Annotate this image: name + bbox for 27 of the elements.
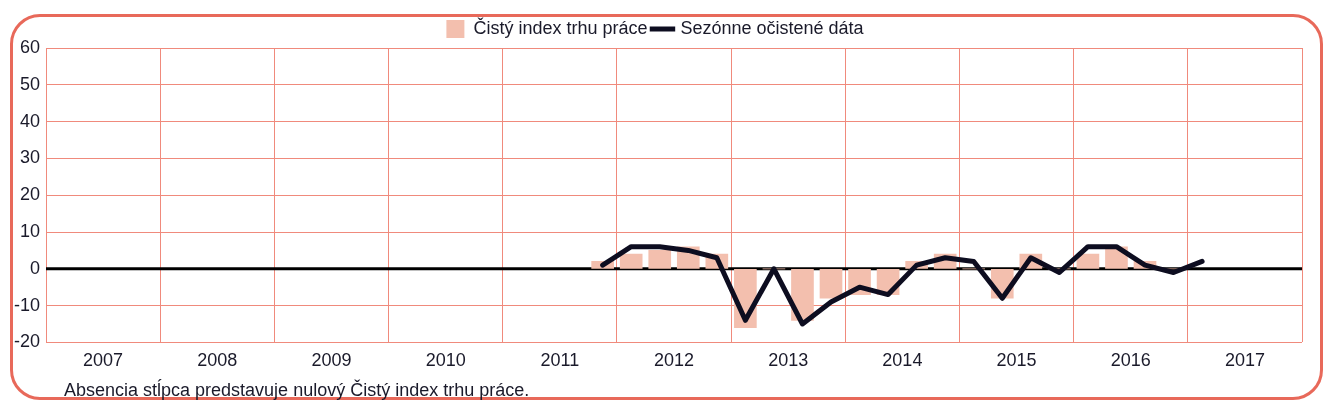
x-tick-label: 2009 xyxy=(311,350,352,371)
x-tick-label: 2007 xyxy=(83,350,124,371)
x-tick-label: 2008 xyxy=(197,350,238,371)
y-tick-label: 60 xyxy=(19,36,41,57)
y-tick-label: 30 xyxy=(19,147,41,168)
x-tick-label: 2012 xyxy=(653,350,695,371)
bar xyxy=(619,253,643,269)
x-tick-label: 2015 xyxy=(996,350,1037,371)
legend-label: Čistý index trhu práce xyxy=(473,16,648,38)
y-tick-label: 40 xyxy=(19,110,41,131)
y-tick-label: 10 xyxy=(19,220,41,241)
x-tick-label: 2014 xyxy=(882,350,923,371)
x-tick-label: 2013 xyxy=(768,350,809,371)
y-tick-label: -10 xyxy=(14,294,41,315)
x-tick-label: 2016 xyxy=(1110,350,1151,371)
y-tick-label: -20 xyxy=(14,331,41,352)
y-tick-label: 20 xyxy=(19,184,41,205)
x-tick-label: 2017 xyxy=(1224,350,1265,371)
legend-label: Sezónne očistené dáta xyxy=(680,17,865,38)
y-tick-label: 50 xyxy=(19,73,41,94)
x-tick-label: 2010 xyxy=(425,350,466,371)
bar xyxy=(648,250,672,269)
bar xyxy=(819,268,843,299)
y-tick-label: 0 xyxy=(30,257,41,278)
x-tick-label: 2011 xyxy=(540,350,580,371)
text: Absencia stĺpca predstavuje nulový Čistý index trhu práce. xyxy=(64,380,530,401)
bar xyxy=(1076,253,1100,269)
